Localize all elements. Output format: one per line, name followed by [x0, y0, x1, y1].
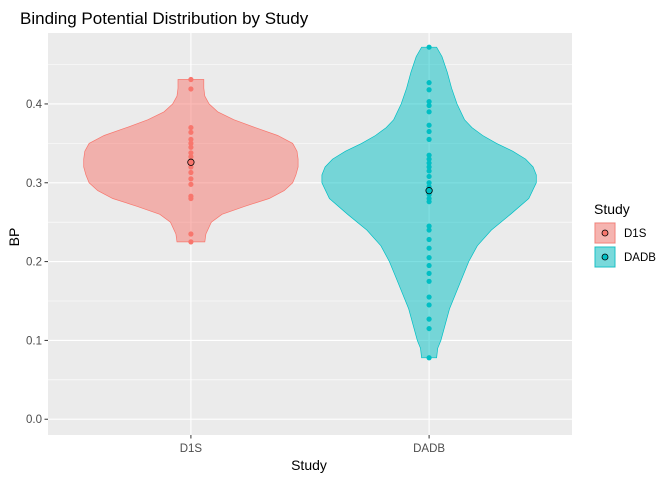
data-point-dadb — [426, 236, 432, 243]
legend-label-d1s: D1S — [624, 228, 647, 240]
data-point-dadb — [426, 245, 432, 251]
x-axis-ticks: D1S DADB — [180, 435, 445, 455]
data-point-dadb — [426, 152, 432, 158]
data-point-d1s — [188, 239, 194, 245]
data-point-d1s — [188, 169, 194, 176]
data-point-dadb — [426, 255, 432, 261]
data-point-d1s — [188, 181, 194, 187]
data-point-dadb — [426, 316, 432, 322]
data-point-dadb — [426, 180, 432, 186]
data-point-dadb — [426, 355, 432, 361]
x-tick-label: DADB — [413, 443, 445, 455]
data-point-d1s — [188, 164, 194, 170]
legend: Study D1S DADB — [594, 201, 656, 268]
data-point-dadb — [426, 80, 432, 86]
data-point-d1s — [188, 124, 194, 131]
data-point-d1s — [188, 195, 194, 202]
data-point-dadb — [426, 262, 432, 269]
y-axis-title: BP — [6, 228, 22, 247]
data-point-dadb — [426, 278, 432, 284]
x-tick-label: D1S — [180, 443, 203, 455]
data-point-dadb — [426, 199, 432, 205]
data-point-dadb — [426, 156, 432, 162]
mean-point-d1s — [187, 158, 195, 166]
data-point-dadb — [426, 227, 432, 233]
data-point-dadb — [426, 122, 432, 128]
data-point-d1s — [188, 86, 194, 92]
panel-background — [48, 33, 572, 435]
mean-point-dadb — [425, 187, 433, 195]
y-tick-label: 0.2 — [26, 257, 42, 269]
data-point-dadb — [426, 98, 432, 105]
y-tick-label: 0.4 — [26, 99, 43, 111]
data-point-dadb — [426, 302, 432, 308]
legend-key-point — [601, 229, 609, 237]
data-point-dadb — [426, 164, 432, 170]
data-point-dadb — [426, 109, 432, 115]
data-point-dadb — [426, 128, 432, 135]
y-tick-label: 0.3 — [26, 178, 42, 190]
mean-points — [187, 158, 433, 195]
legend-label-dadb: DADB — [624, 252, 656, 264]
data-point-d1s — [188, 154, 194, 160]
data-point-dadb — [426, 270, 432, 277]
y-tick-label: 0.0 — [26, 414, 42, 426]
data-point-dadb — [426, 44, 432, 50]
y-axis-ticks: 0.0 0.1 0.2 0.3 0.4 — [26, 99, 48, 426]
data-point-dadb — [426, 325, 432, 332]
data-point-d1s — [188, 76, 194, 83]
data-point-dadb — [426, 136, 432, 143]
data-point-d1s — [188, 140, 194, 146]
data-point-dadb — [426, 102, 432, 109]
data-point-d1s — [188, 144, 194, 150]
data-point-d1s — [188, 231, 194, 237]
x-axis-title: Study — [291, 457, 327, 473]
data-point-dadb — [426, 223, 432, 229]
chart-title: Binding Potential Distribution by Study — [20, 9, 309, 28]
data-point-d1s — [188, 176, 194, 182]
data-point-dadb — [426, 294, 432, 300]
data-point-dadb — [426, 168, 432, 174]
data-point-d1s — [188, 150, 194, 156]
data-point-dadb — [426, 160, 432, 166]
plot-panel — [48, 33, 572, 435]
data-point-d1s — [188, 136, 194, 143]
data-point-d1s — [188, 129, 194, 135]
data-point-dadb — [426, 173, 432, 180]
legend-items: D1S DADB — [594, 222, 656, 268]
data-point-dadb — [426, 87, 432, 93]
legend-title: Study — [594, 201, 630, 217]
legend-key-point — [601, 253, 609, 261]
y-tick-label: 0.1 — [26, 335, 42, 347]
